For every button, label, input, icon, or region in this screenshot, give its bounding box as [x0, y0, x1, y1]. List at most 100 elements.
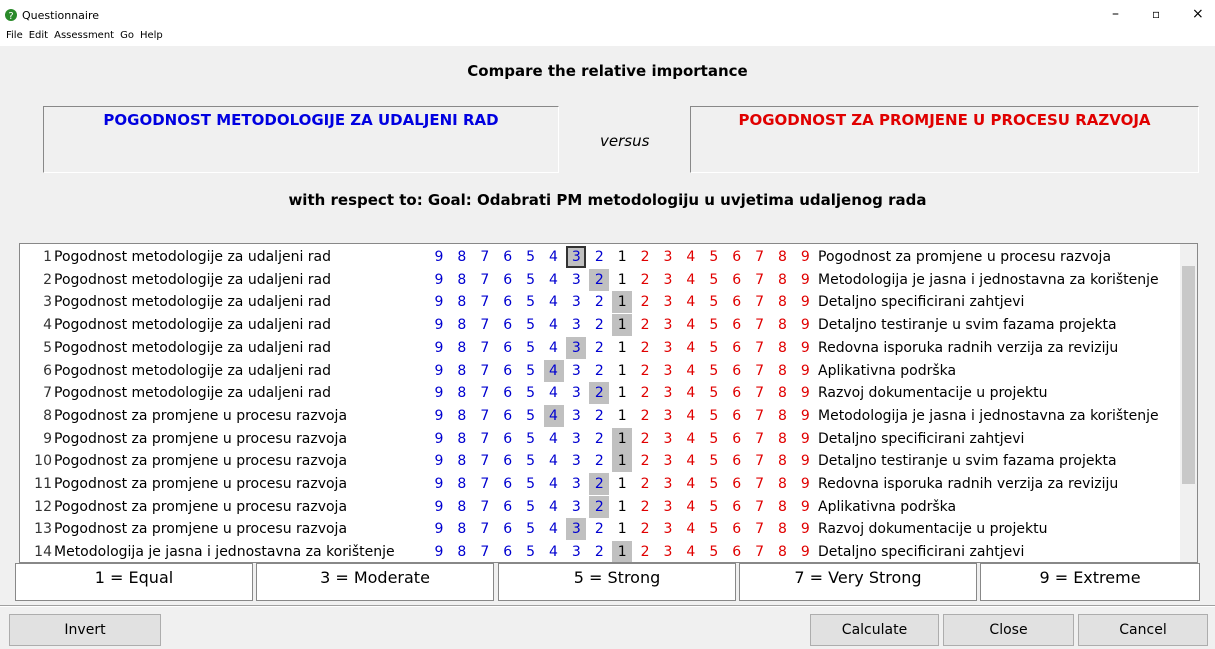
- scale-value[interactable]: 3: [566, 246, 587, 268]
- scale-value[interactable]: 9: [434, 362, 444, 379]
- scale-value[interactable]: 6: [503, 544, 513, 561]
- scale-value[interactable]: 5: [526, 453, 536, 470]
- scale-value[interactable]: 6: [732, 362, 742, 379]
- scale-value[interactable]: 5: [526, 521, 536, 538]
- scale-value[interactable]: 8: [457, 407, 467, 424]
- scale-value[interactable]: 2: [640, 271, 650, 288]
- scale-value[interactable]: 8: [778, 294, 787, 311]
- scale-value[interactable]: 2: [640, 498, 650, 515]
- scale-value[interactable]: 3: [571, 476, 581, 492]
- scale-value[interactable]: 5: [709, 407, 719, 424]
- scale-value[interactable]: 9: [434, 407, 444, 424]
- scale-value[interactable]: 6: [732, 271, 742, 288]
- scale-value[interactable]: 9: [800, 317, 810, 334]
- scale-value[interactable]: 1: [617, 339, 627, 356]
- scale-value[interactable]: 8: [457, 317, 467, 334]
- scale-value[interactable]: 5: [526, 544, 536, 561]
- scale-value[interactable]: 2: [594, 362, 604, 379]
- scale-value[interactable]: 7: [755, 407, 765, 424]
- scale-value[interactable]: 2: [589, 268, 610, 291]
- scale-value[interactable]: 5: [709, 339, 719, 356]
- calculate-button[interactable]: Calculate: [810, 614, 939, 646]
- scale-value[interactable]: 4: [549, 498, 558, 515]
- scale-value[interactable]: 2: [640, 294, 650, 311]
- scale-value[interactable]: 8: [778, 476, 787, 492]
- scale-value[interactable]: 9: [800, 385, 810, 402]
- scale-value[interactable]: 2: [640, 453, 650, 470]
- scale-value[interactable]: 9: [800, 476, 810, 492]
- scale-value[interactable]: 2: [640, 362, 650, 379]
- scale-value[interactable]: 6: [503, 521, 513, 538]
- scale-value[interactable]: 3: [663, 249, 673, 265]
- scale-value[interactable]: 7: [755, 339, 765, 356]
- scale-value[interactable]: 5: [709, 544, 719, 561]
- scale-value[interactable]: 9: [800, 271, 810, 288]
- scale-value[interactable]: 7: [755, 362, 765, 379]
- scale-value[interactable]: 3: [571, 407, 581, 424]
- scale-value[interactable]: 5: [526, 339, 536, 356]
- scale-value[interactable]: 2: [594, 339, 604, 356]
- scale-value[interactable]: 9: [800, 362, 810, 379]
- scale-value[interactable]: 7: [755, 476, 765, 492]
- scale-value[interactable]: 7: [755, 385, 765, 402]
- scale-value[interactable]: 5: [526, 476, 536, 492]
- scale-value[interactable]: 8: [778, 317, 787, 334]
- scale-value[interactable]: 3: [663, 407, 673, 424]
- scale-value[interactable]: 5: [526, 271, 536, 288]
- scale-value[interactable]: 3: [571, 498, 581, 515]
- scale-value[interactable]: 2: [589, 382, 610, 405]
- scale-value[interactable]: 5: [526, 362, 536, 379]
- scale-value[interactable]: 3: [663, 430, 673, 447]
- scale-value[interactable]: 6: [503, 271, 513, 288]
- scale-value[interactable]: 2: [594, 453, 604, 470]
- scale-value[interactable]: 8: [778, 249, 787, 265]
- scale-value[interactable]: 2: [640, 385, 650, 402]
- scrollbar[interactable]: [1180, 244, 1197, 562]
- scale-value[interactable]: 4: [686, 544, 696, 561]
- scale-value[interactable]: 6: [503, 362, 513, 379]
- scale-value[interactable]: 3: [663, 521, 673, 538]
- scale-value[interactable]: 3: [571, 317, 581, 334]
- scale-value[interactable]: 4: [549, 430, 558, 447]
- scale-value[interactable]: 7: [480, 317, 490, 334]
- scale-value[interactable]: 3: [663, 476, 673, 492]
- scale-value[interactable]: 1: [612, 291, 633, 314]
- scale-value[interactable]: 6: [732, 521, 742, 538]
- scale-value[interactable]: 3: [663, 544, 673, 561]
- scale-value[interactable]: 9: [434, 453, 444, 470]
- scale-value[interactable]: 2: [640, 407, 650, 424]
- scale-value[interactable]: 5: [709, 430, 719, 447]
- scale-value[interactable]: 5: [526, 317, 536, 334]
- scale-value[interactable]: 5: [709, 317, 719, 334]
- scale-value[interactable]: 5: [526, 407, 536, 424]
- scale-value[interactable]: 8: [457, 271, 467, 288]
- scale-value[interactable]: 4: [543, 359, 564, 382]
- scale-value[interactable]: 8: [778, 407, 787, 424]
- scale-value[interactable]: 9: [434, 544, 444, 561]
- scale-value[interactable]: 6: [503, 453, 513, 470]
- scale-value[interactable]: 9: [800, 453, 810, 470]
- scale-value[interactable]: 2: [594, 249, 604, 265]
- scale-value[interactable]: 1: [617, 362, 627, 379]
- scale-value[interactable]: 8: [457, 385, 467, 402]
- scale-value[interactable]: 9: [434, 339, 444, 356]
- scale-value[interactable]: 8: [778, 498, 787, 515]
- scale-value[interactable]: 4: [686, 430, 696, 447]
- scale-value[interactable]: 9: [434, 317, 444, 334]
- scale-value[interactable]: 2: [589, 495, 610, 518]
- scale-value[interactable]: 2: [640, 476, 650, 492]
- scale-value[interactable]: 9: [800, 249, 810, 265]
- scale-value[interactable]: 9: [434, 249, 444, 265]
- scale-value[interactable]: 6: [732, 407, 742, 424]
- scale-value[interactable]: 7: [480, 362, 490, 379]
- scale-value[interactable]: 4: [549, 385, 558, 402]
- scale-value[interactable]: 3: [571, 453, 581, 470]
- scale-value[interactable]: 3: [571, 544, 581, 561]
- scale-value[interactable]: 4: [549, 544, 558, 561]
- scale-value[interactable]: 4: [543, 404, 564, 427]
- scale-value[interactable]: 2: [589, 473, 610, 495]
- scale-value[interactable]: 3: [571, 362, 581, 379]
- scale-value[interactable]: 9: [434, 521, 444, 538]
- scale-value[interactable]: 1: [612, 450, 633, 473]
- scale-value[interactable]: 4: [549, 271, 558, 288]
